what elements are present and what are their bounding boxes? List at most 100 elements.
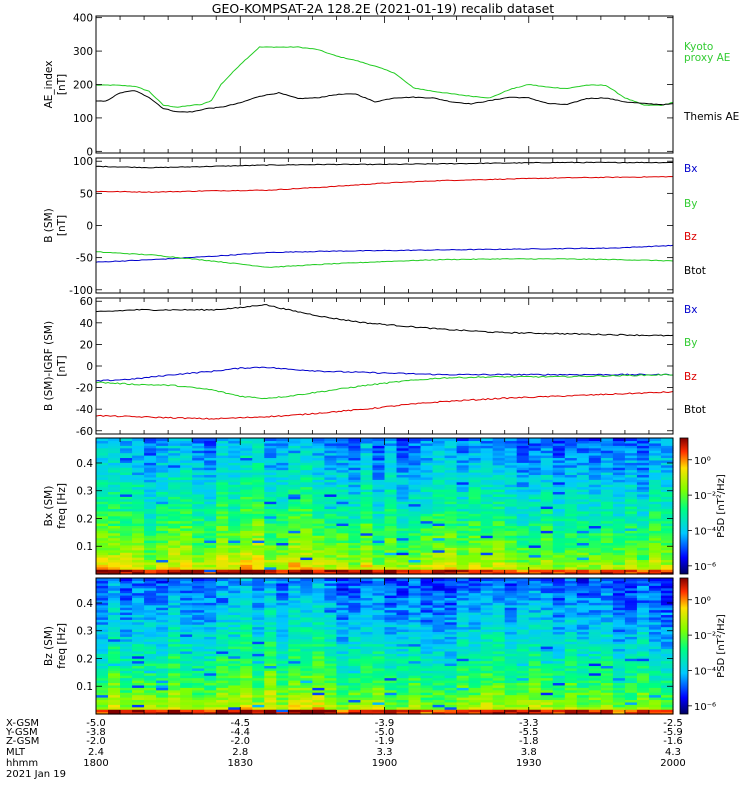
series-label: Bz — [684, 231, 697, 243]
series-label: By — [684, 198, 697, 210]
ephemeris-row-label: MLT — [6, 747, 26, 758]
ephemeris-value: -1.6 — [663, 736, 683, 747]
colorbar-tick-label: 10⁻⁶ — [694, 562, 716, 573]
y-tick-label: 200 — [73, 80, 93, 92]
series-line-by — [95, 373, 674, 400]
colorbar-tick-label: 10⁰ — [694, 456, 711, 467]
ephemeris-value: 1930 — [516, 758, 541, 769]
ephemeris-value: -5.5 — [519, 727, 539, 738]
y-tick-label: -40 — [76, 404, 93, 416]
ephemeris-value: -1.8 — [519, 736, 539, 747]
ephemeris-value: -4.4 — [230, 727, 250, 738]
series-lines — [95, 46, 674, 113]
series-line-bx — [95, 244, 674, 263]
y-tick-label: 0.3 — [76, 486, 93, 498]
colorbar-label: PSD [nT²/Hz] — [716, 474, 727, 538]
y-tick-label: 0 — [86, 221, 93, 233]
ephemeris-row-label: X-GSM — [6, 718, 39, 729]
panel-frame — [95, 15, 674, 154]
ephemeris-value: 1900 — [372, 758, 397, 769]
y-tick-label: 0 — [86, 146, 93, 158]
ephemeris-value: -4.5 — [230, 718, 250, 729]
y-tick-label: 0 — [86, 361, 93, 373]
ephemeris-value: -2.0 — [230, 736, 250, 747]
y-tick-label: 100 — [73, 156, 93, 168]
series-line-bz — [95, 176, 674, 193]
y-axis-label: Bx (SM) — [43, 486, 55, 527]
series-line-btot — [95, 304, 674, 337]
ephemeris-value: 2.8 — [232, 747, 248, 758]
y-tick-label: 0.1 — [76, 541, 93, 553]
ephemeris-row-label: Y-GSM — [5, 727, 38, 738]
series-line-bx — [95, 366, 674, 382]
ephemeris-value: 4.3 — [665, 747, 681, 758]
panel-frame — [95, 157, 674, 294]
y-tick-label: 0.1 — [76, 681, 93, 693]
panel-2: Bx By Bz Btot -100 -50 0 50 100 B (SM) [nT] — [43, 156, 706, 297]
ephemeris-value: -3.3 — [519, 718, 539, 729]
ephemeris-value: -2.0 — [86, 736, 106, 747]
y-axis: 0 100 200 300 400 — [73, 13, 673, 158]
ephemeris-value: 3.3 — [377, 747, 393, 758]
y-tick-label: 100 — [73, 113, 93, 125]
y-tick-label: 0.2 — [76, 653, 93, 665]
y-tick-label: 300 — [73, 46, 93, 58]
y-axis: -100 -50 0 50 100 — [69, 156, 673, 297]
y-tick-label: -100 — [69, 285, 93, 297]
y-tick-label: 20 — [80, 339, 93, 351]
y-axis-label: Bz (SM) — [43, 626, 55, 666]
colorbar-tick-label: 10⁻⁴ — [694, 666, 716, 677]
y-axis-label: freq [Hz] — [56, 483, 68, 529]
y-axis-label: [nT] — [56, 355, 68, 376]
y-axis-label: B (SM) — [43, 208, 55, 242]
ephemeris-value: -1.9 — [375, 736, 395, 747]
colorbar-label: PSD [nT²/Hz] — [716, 614, 727, 678]
series-label: Kyoto proxy AE — [684, 41, 730, 64]
ephemeris-value: -3.9 — [375, 718, 395, 729]
y-tick-label: -50 — [76, 253, 93, 265]
spectrogram-cells — [96, 578, 674, 715]
colorbar-tick-label: 10⁻² — [694, 491, 716, 502]
series-lines — [95, 304, 674, 420]
y-tick-label: 0.2 — [76, 513, 93, 525]
series-line-kyoto-proxy-ae — [95, 46, 674, 108]
series-label: Btot — [684, 404, 706, 416]
series-label: Bz — [684, 371, 697, 383]
y-axis: 0.1 0.2 0.3 0.4 — [76, 458, 673, 553]
series-label: Themis AE — [683, 111, 739, 123]
series-label: Btot — [684, 265, 706, 277]
y-tick-label: 40 — [80, 318, 93, 330]
spectrogram-cells — [96, 438, 674, 575]
series-label: Bx — [684, 304, 697, 316]
colorbar: 10⁰ 10⁻² 10⁻⁴ 10⁻⁶ PSD [nT²/Hz] — [679, 577, 727, 715]
panel-1: Kyoto proxy AE Themis AE 0 100 200 300 400 AE_in… — [43, 13, 739, 159]
y-axis-label: [nT] — [56, 74, 68, 95]
series-label: By — [684, 337, 697, 349]
y-tick-label: 0.3 — [76, 626, 93, 638]
ephemeris-value: -5.0 — [86, 718, 106, 729]
ephemeris-row-label: Z-GSM — [6, 736, 39, 747]
ephemeris-value: 2000 — [660, 758, 685, 769]
ephemeris-value: 3.8 — [521, 747, 537, 758]
colorbar-tick-label: 10⁻² — [694, 631, 716, 642]
colorbar-tick-label: 10⁰ — [694, 596, 711, 607]
y-tick-label: 60 — [80, 296, 93, 308]
series-line-themis-ae — [95, 90, 674, 113]
x-axis-block: X-GSMY-GSMZ-GSMMLThhmm-5.0-3.8-2.02.4180… — [5, 718, 686, 780]
series-line-by — [95, 251, 674, 268]
y-axis-label: [nT] — [56, 215, 68, 236]
y-axis-label: AE_index — [43, 61, 55, 109]
y-tick-label: 400 — [73, 13, 93, 25]
y-axis-label: freq [Hz] — [56, 623, 68, 669]
ephemeris-row-label: hhmm — [6, 758, 38, 769]
ephemeris-value: 1800 — [83, 758, 108, 769]
colorbar-tick-label: 10⁻⁴ — [694, 526, 716, 537]
colorbar-tick-label: 10⁻⁶ — [694, 702, 716, 713]
ephemeris-value: 1830 — [228, 758, 253, 769]
ephemeris-value: -5.0 — [375, 727, 395, 738]
y-axis: 0.1 0.2 0.3 0.4 — [76, 598, 673, 693]
y-tick-label: 0.4 — [76, 458, 93, 470]
panel-4: 10⁰ 10⁻² 10⁻⁴ 10⁻⁶ PSD [nT²/Hz] 0.1 0.2 0.3 0.4 B… — [43, 437, 727, 575]
y-tick-label: 50 — [80, 188, 93, 200]
